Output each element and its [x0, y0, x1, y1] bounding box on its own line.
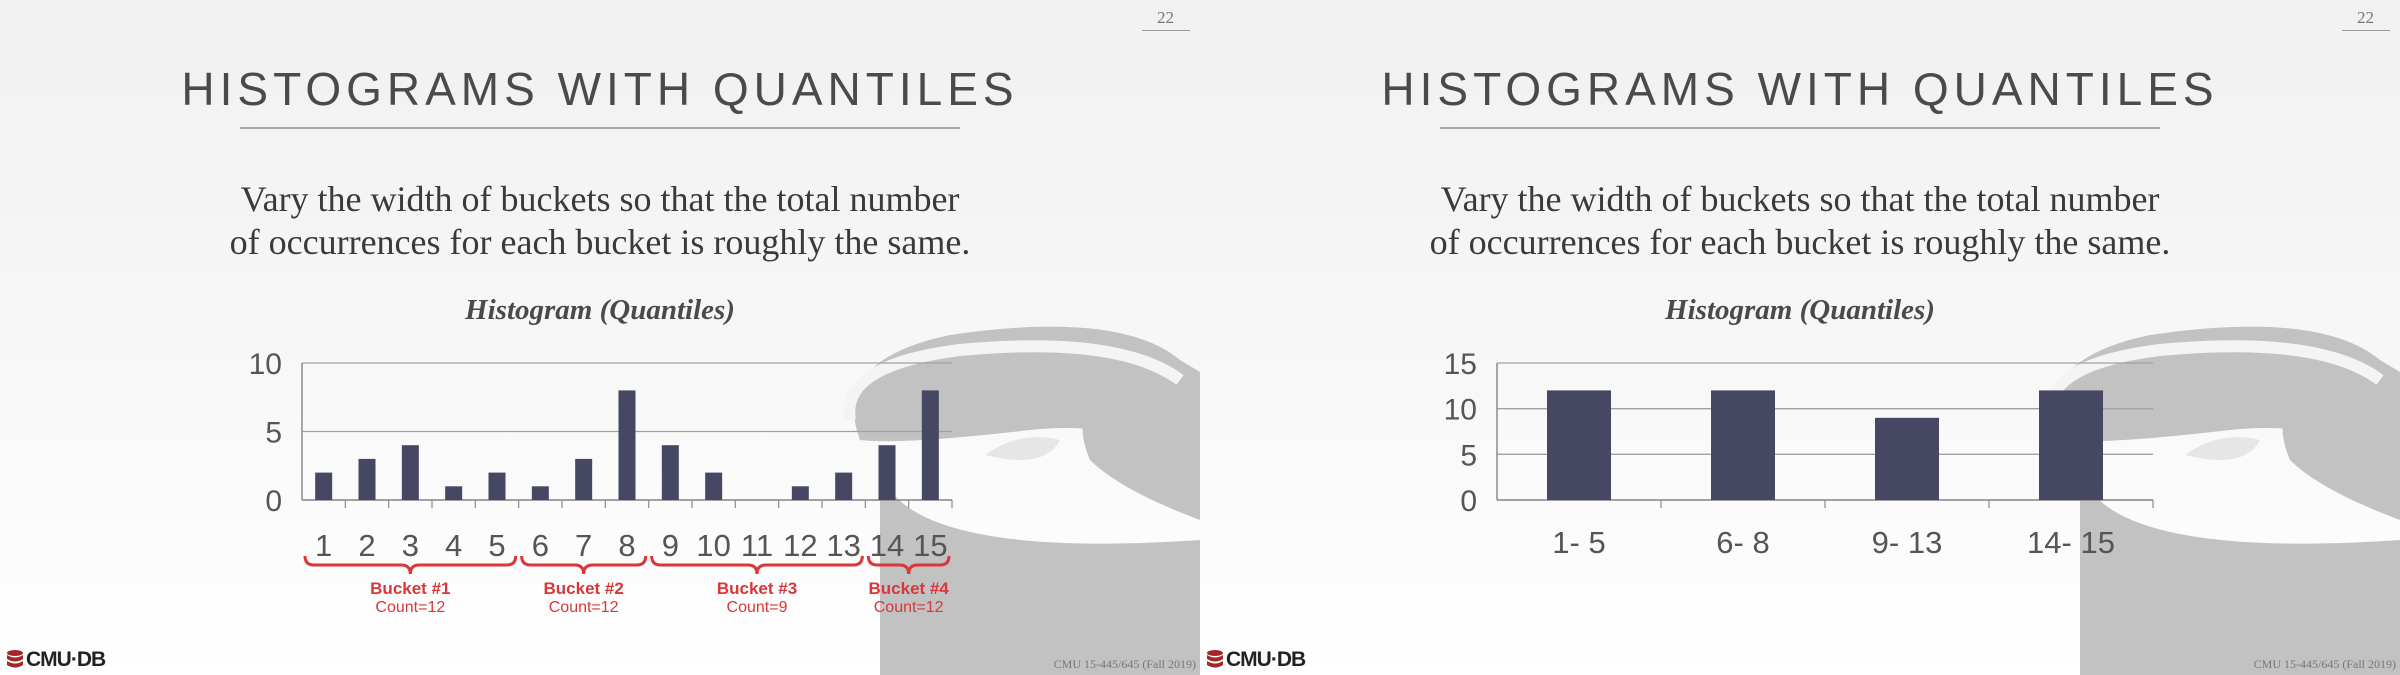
bucket-label: Bucket #4 [869, 579, 950, 598]
bar [315, 472, 333, 500]
body-line: Vary the width of buckets so that the to… [1440, 179, 2160, 219]
bar [2039, 390, 2103, 500]
chart-title: Histogram (Quantiles) [465, 294, 735, 326]
bucket-count: Count=12 [375, 599, 445, 616]
database-logo-icon [1207, 650, 1223, 668]
histogram-chart: 0 5 10 15 1- 5 6- 8 9- 13 14- 15 [1444, 348, 2154, 560]
body-line: of occurrences for each bucket is roughl… [229, 222, 971, 262]
bar [531, 486, 549, 500]
bucket-count: Count=12 [874, 599, 944, 616]
title-underline [1440, 127, 2160, 129]
bar [445, 486, 463, 500]
slide-left: 22 HISTOGRAMS WITH QUANTILES Vary the wi… [0, 0, 1200, 675]
x-tick-label: 9 [662, 528, 679, 563]
database-watermark-icon [2043, 326, 2400, 675]
bar [618, 390, 636, 500]
bucket-label: Bucket #1 [370, 579, 450, 598]
x-tick-label: 3 [402, 528, 419, 563]
x-tick-label: 11 [741, 528, 773, 563]
bar [878, 445, 896, 500]
footer-logo-text: CMU·DB [26, 648, 106, 671]
slide-body: Vary the width of buckets so that the to… [0, 178, 1200, 264]
bucket-label: Bucket #3 [717, 579, 797, 598]
slide-title: HISTOGRAMS WITH QUANTILES [1381, 63, 2219, 115]
x-tick-label: 14 [870, 528, 904, 563]
slide-right: 22 HISTOGRAMS WITH QUANTILES Vary the wi… [1200, 0, 2400, 675]
bar [791, 486, 809, 500]
footer-course: CMU 15-445/645 (Fall 2019) [2253, 657, 2396, 671]
bar [358, 458, 376, 500]
x-tick-label: 2 [358, 528, 375, 563]
x-tick-label: 1 [315, 528, 332, 563]
y-tick-label: 5 [1460, 439, 1477, 472]
bar [575, 458, 593, 500]
body-line: Vary the width of buckets so that the to… [240, 179, 960, 219]
database-logo-icon [7, 650, 23, 668]
page-number-rule [2342, 30, 2390, 31]
y-tick-label: 15 [1444, 348, 1477, 381]
database-watermark-icon [843, 326, 1200, 675]
slide-title: HISTOGRAMS WITH QUANTILES [181, 63, 1019, 115]
x-tick-label: 14- 15 [2027, 525, 2115, 560]
bucket-count: Count=9 [727, 599, 788, 616]
bucket-bracket [303, 555, 518, 575]
footer-logo-text: CMU·DB [1226, 648, 1306, 671]
y-tick-label: 0 [265, 485, 282, 518]
bar [1875, 417, 1939, 500]
x-tick-label: 1- 5 [1552, 525, 1605, 560]
bar [1711, 390, 1775, 500]
title-underline [240, 127, 960, 129]
bar [835, 472, 853, 500]
y-tick-label: 10 [1444, 394, 1477, 427]
x-tick-label: 6 [532, 528, 549, 563]
bar [1547, 390, 1611, 500]
bar [921, 390, 939, 500]
y-tick-label: 5 [265, 417, 282, 450]
x-tick-label: 12 [783, 528, 817, 563]
chart-title: Histogram (Quantiles) [1665, 294, 1935, 326]
slide-body: Vary the width of buckets so that the to… [1200, 178, 2400, 264]
x-tick-label: 13 [826, 528, 860, 563]
cmu-db-logo: CMU·DB [1206, 648, 1306, 672]
page-number-rule [1142, 30, 1190, 31]
body-line: of occurrences for each bucket is roughl… [1429, 222, 2171, 262]
page-number: 22 [2357, 8, 2374, 27]
bucket-bracket [520, 555, 648, 575]
x-tick-label: 6- 8 [1716, 525, 1769, 560]
bucket-count: Count=12 [549, 599, 619, 616]
x-tick-label: 15 [913, 528, 947, 563]
x-tick-label: 4 [445, 528, 462, 563]
bucket-bracket [650, 555, 864, 575]
bar [401, 445, 419, 500]
cmu-db-logo: CMU·DB [6, 648, 106, 672]
x-tick-label: 5 [488, 528, 505, 563]
x-tick-label: 7 [575, 528, 592, 563]
bucket-bracket [866, 555, 951, 575]
y-tick-label: 0 [1460, 485, 1477, 518]
bar [661, 445, 679, 500]
x-tick-label: 8 [618, 528, 635, 563]
y-tick-label: 10 [249, 348, 282, 381]
x-tick-label: 9- 13 [1872, 525, 1943, 560]
footer-course: CMU 15-445/645 (Fall 2019) [1053, 657, 1196, 671]
bucket-label: Bucket #2 [544, 579, 624, 598]
page-number: 22 [1157, 8, 1174, 27]
x-tick-label: 10 [696, 528, 730, 563]
bar [705, 472, 723, 500]
bar [488, 472, 506, 500]
